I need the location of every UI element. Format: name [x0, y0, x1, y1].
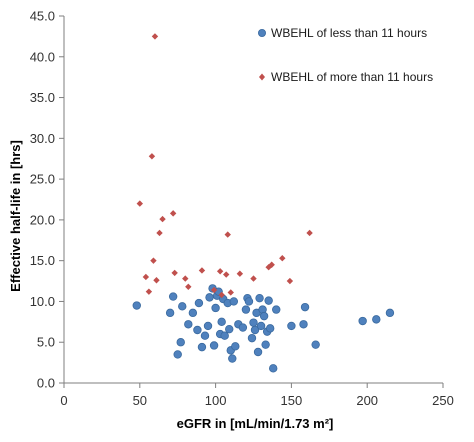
legend: WBEHL of less than 11 hours WBEHL of mor… — [257, 26, 433, 84]
data-point-series-1 — [200, 331, 210, 340]
data-point-series-2 — [218, 291, 225, 299]
data-point-series-1 — [211, 303, 220, 313]
data-point-series-1 — [265, 324, 275, 333]
x-tick-label: 250 — [432, 393, 454, 408]
legend-marker-series-2 — [259, 73, 265, 81]
data-point-series-1 — [249, 318, 258, 327]
data-point-series-1 — [247, 333, 257, 343]
data-point-series-2 — [182, 275, 189, 282]
data-point-series-1 — [203, 321, 213, 331]
x-tick-label: 0 — [60, 393, 67, 408]
x-tick-label: 150 — [281, 393, 303, 408]
data-point-series-2 — [171, 269, 178, 277]
y-tick-label: 30.0 — [30, 131, 55, 146]
data-point-series-1 — [300, 302, 310, 312]
x-axis: 0 50 100 150 200 250 — [60, 383, 454, 408]
data-point-series-2 — [210, 286, 218, 294]
data-point-series-2 — [286, 277, 294, 285]
data-point-series-1 — [238, 323, 248, 332]
y-tick-label: 10.0 — [30, 294, 55, 309]
data-point-series-1 — [259, 311, 269, 321]
data-point-series-1 — [299, 320, 308, 329]
y-tick-label: 15.0 — [30, 253, 55, 268]
data-point-series-1 — [231, 342, 240, 351]
data-point-series-2 — [159, 215, 166, 223]
data-point-series-1 — [229, 297, 238, 306]
data-point-series-1 — [287, 321, 296, 331]
legend-label-series-2: WBEHL of more than 11 hours — [271, 70, 433, 84]
data-point-series-1 — [385, 308, 395, 318]
data-point-series-2 — [279, 255, 286, 262]
data-point-series-1 — [188, 308, 198, 318]
data-point-series-2 — [227, 289, 234, 296]
x-tick-label: 200 — [356, 393, 378, 408]
data-point-series-1 — [205, 293, 214, 302]
legend-marker-series-1 — [257, 28, 266, 37]
data-point-series-1 — [256, 321, 266, 331]
data-point-series-2 — [216, 268, 224, 275]
y-axis: 0.0 5.0 10.0 15.0 20.0 25.0 30.0 35.0 40.0 45.0 — [30, 9, 64, 391]
data-point-series-1 — [264, 296, 273, 305]
data-point-series-1 — [168, 292, 178, 301]
data-point-series-1 — [178, 302, 187, 311]
data-point-series-1 — [250, 325, 260, 335]
data-point-series-2 — [156, 229, 163, 237]
data-point-series-1 — [372, 315, 381, 324]
data-point-series-2 — [250, 275, 257, 282]
data-point-series-1 — [358, 316, 367, 326]
data-point-series-1 — [255, 293, 264, 303]
data-point-series-1 — [269, 364, 278, 373]
y-axis-title: Effective half-life in [hrs] — [8, 140, 23, 292]
data-point-series-1 — [184, 320, 193, 329]
data-point-series-1 — [197, 342, 207, 352]
data-point-series-1 — [311, 340, 320, 349]
data-point-series-1 — [244, 297, 254, 306]
data-point-series-1 — [272, 305, 281, 314]
data-point-series-2 — [150, 257, 157, 264]
data-point-series-2 — [136, 200, 143, 207]
data-point-series-2 — [145, 288, 153, 295]
data-point-series-2 — [223, 271, 230, 278]
data-point-series-1 — [217, 317, 226, 327]
legend-label-series-1: WBEHL of less than 11 hours — [271, 26, 427, 40]
data-point-series-2 — [198, 267, 206, 274]
y-tick-label: 0.0 — [37, 376, 55, 391]
y-tick-label: 35.0 — [30, 90, 55, 105]
data-point-series-2 — [148, 153, 156, 160]
x-tick-label: 50 — [133, 393, 147, 408]
data-points — [132, 33, 395, 373]
data-point-series-2 — [185, 283, 192, 290]
data-point-series-1 — [241, 305, 251, 314]
data-point-series-2 — [236, 270, 244, 277]
data-point-series-2 — [142, 273, 150, 281]
data-point-series-2 — [224, 231, 231, 238]
data-point-series-1 — [194, 298, 204, 308]
data-point-series-1 — [132, 301, 141, 310]
y-tick-label: 25.0 — [30, 172, 55, 187]
data-point-series-2 — [151, 33, 159, 40]
y-tick-label: 20.0 — [30, 212, 55, 227]
y-tick-label: 45.0 — [30, 9, 55, 24]
data-point-series-1 — [253, 347, 263, 357]
data-point-series-2 — [169, 210, 177, 217]
data-point-series-2 — [153, 277, 160, 284]
y-tick-label: 5.0 — [37, 335, 55, 350]
data-point-series-1 — [173, 350, 182, 359]
data-point-series-1 — [228, 354, 237, 363]
x-tick-label: 100 — [205, 393, 227, 408]
data-point-series-2 — [306, 229, 313, 237]
data-point-series-1 — [225, 324, 234, 334]
data-point-series-2 — [268, 261, 275, 268]
y-tick-label: 40.0 — [30, 49, 55, 64]
plot-area — [63, 16, 443, 384]
data-point-series-1 — [209, 341, 219, 350]
data-point-series-1 — [220, 331, 229, 340]
data-point-series-1 — [193, 325, 202, 335]
data-point-series-1 — [165, 308, 175, 318]
data-point-series-1 — [176, 338, 185, 347]
data-point-series-1 — [261, 340, 270, 349]
x-axis-title: eGFR in [mL/min/1.73 m²] — [177, 416, 334, 431]
